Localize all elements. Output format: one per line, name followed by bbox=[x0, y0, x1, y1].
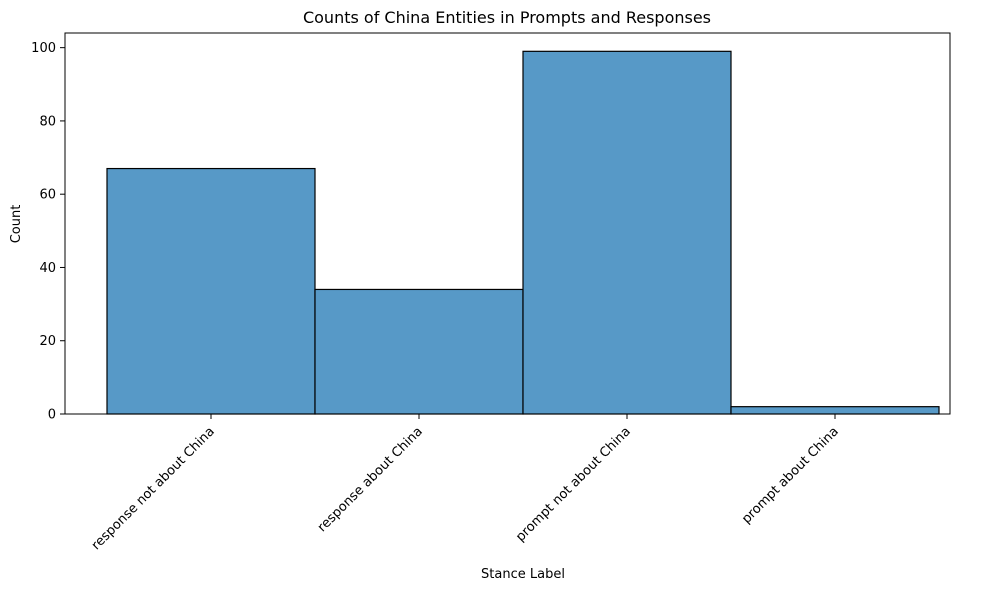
bar-0 bbox=[106, 167, 316, 415]
y-axis-label: Count bbox=[9, 205, 24, 244]
bars-group bbox=[106, 50, 940, 415]
x-tick-label-0: response not about China bbox=[89, 424, 218, 553]
plot-frame bbox=[64, 32, 951, 415]
y-ticks-group: 0 20 40 60 80 100 bbox=[31, 41, 65, 423]
chart-title: Counts of China Entities in Prompts and … bbox=[303, 8, 711, 27]
bar-2 bbox=[522, 50, 732, 415]
x-tick-label-2: prompt not about China bbox=[513, 424, 634, 545]
x-tick-label-3: prompt about China bbox=[739, 424, 842, 527]
y-tick-label-1: 20 bbox=[39, 334, 56, 349]
x-tick-label-1: response about China bbox=[315, 424, 426, 535]
bar-3 bbox=[730, 406, 940, 415]
y-tick-label-2: 40 bbox=[39, 261, 56, 276]
y-tick-label-0: 0 bbox=[48, 408, 56, 423]
y-tick-label-3: 60 bbox=[39, 188, 56, 203]
y-tick-label-4: 80 bbox=[39, 114, 56, 129]
y-tick-label-5: 100 bbox=[31, 41, 56, 56]
bar-1 bbox=[314, 288, 524, 415]
x-ticks-group: response not about China response about C… bbox=[89, 414, 842, 553]
x-axis-label: Stance Label bbox=[481, 567, 565, 582]
